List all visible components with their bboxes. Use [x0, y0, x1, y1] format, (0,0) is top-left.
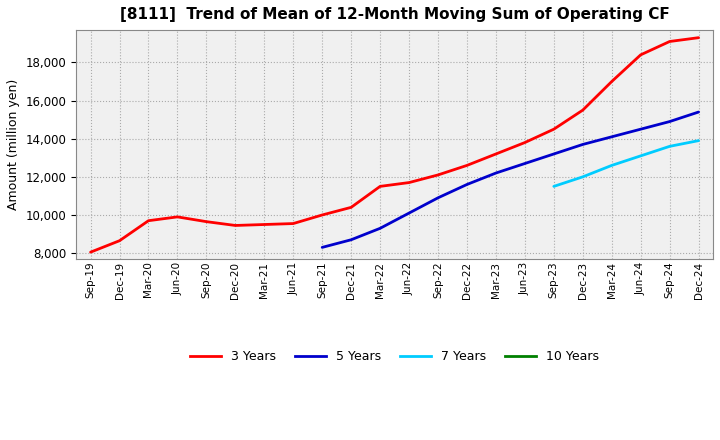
3 Years [231, 223, 240, 228]
Legend: 3 Years, 5 Years, 7 Years, 10 Years: 3 Years, 5 Years, 7 Years, 10 Years [185, 345, 604, 368]
7 Years [578, 174, 587, 180]
5 Years [549, 151, 558, 157]
3 Years [347, 205, 356, 210]
Line: 5 Years: 5 Years [322, 112, 698, 247]
Title: [8111]  Trend of Mean of 12-Month Moving Sum of Operating CF: [8111] Trend of Mean of 12-Month Moving … [120, 7, 670, 22]
3 Years [549, 127, 558, 132]
5 Years [521, 161, 529, 166]
7 Years [549, 184, 558, 189]
3 Years [173, 214, 181, 220]
7 Years [608, 163, 616, 168]
3 Years [202, 219, 211, 224]
5 Years [318, 245, 326, 250]
5 Years [492, 170, 500, 176]
3 Years [115, 238, 124, 243]
3 Years [376, 184, 384, 189]
5 Years [665, 119, 674, 124]
3 Years [492, 151, 500, 157]
5 Years [694, 110, 703, 115]
Line: 3 Years: 3 Years [91, 38, 698, 252]
7 Years [694, 138, 703, 143]
7 Years [636, 153, 645, 158]
3 Years [578, 107, 587, 113]
3 Years [521, 140, 529, 145]
5 Years [608, 134, 616, 139]
3 Years [694, 35, 703, 40]
3 Years [260, 222, 269, 227]
3 Years [318, 213, 326, 218]
5 Years [347, 237, 356, 242]
3 Years [463, 163, 472, 168]
5 Years [463, 182, 472, 187]
5 Years [376, 226, 384, 231]
3 Years [608, 79, 616, 84]
3 Years [636, 52, 645, 58]
Y-axis label: Amount (million yen): Amount (million yen) [7, 79, 20, 210]
5 Years [405, 210, 413, 216]
5 Years [433, 195, 442, 201]
5 Years [636, 127, 645, 132]
3 Years [86, 249, 95, 255]
7 Years [665, 144, 674, 149]
Line: 7 Years: 7 Years [554, 141, 698, 187]
3 Years [665, 39, 674, 44]
3 Years [405, 180, 413, 185]
3 Years [289, 221, 297, 226]
3 Years [433, 172, 442, 178]
5 Years [578, 142, 587, 147]
3 Years [144, 218, 153, 224]
